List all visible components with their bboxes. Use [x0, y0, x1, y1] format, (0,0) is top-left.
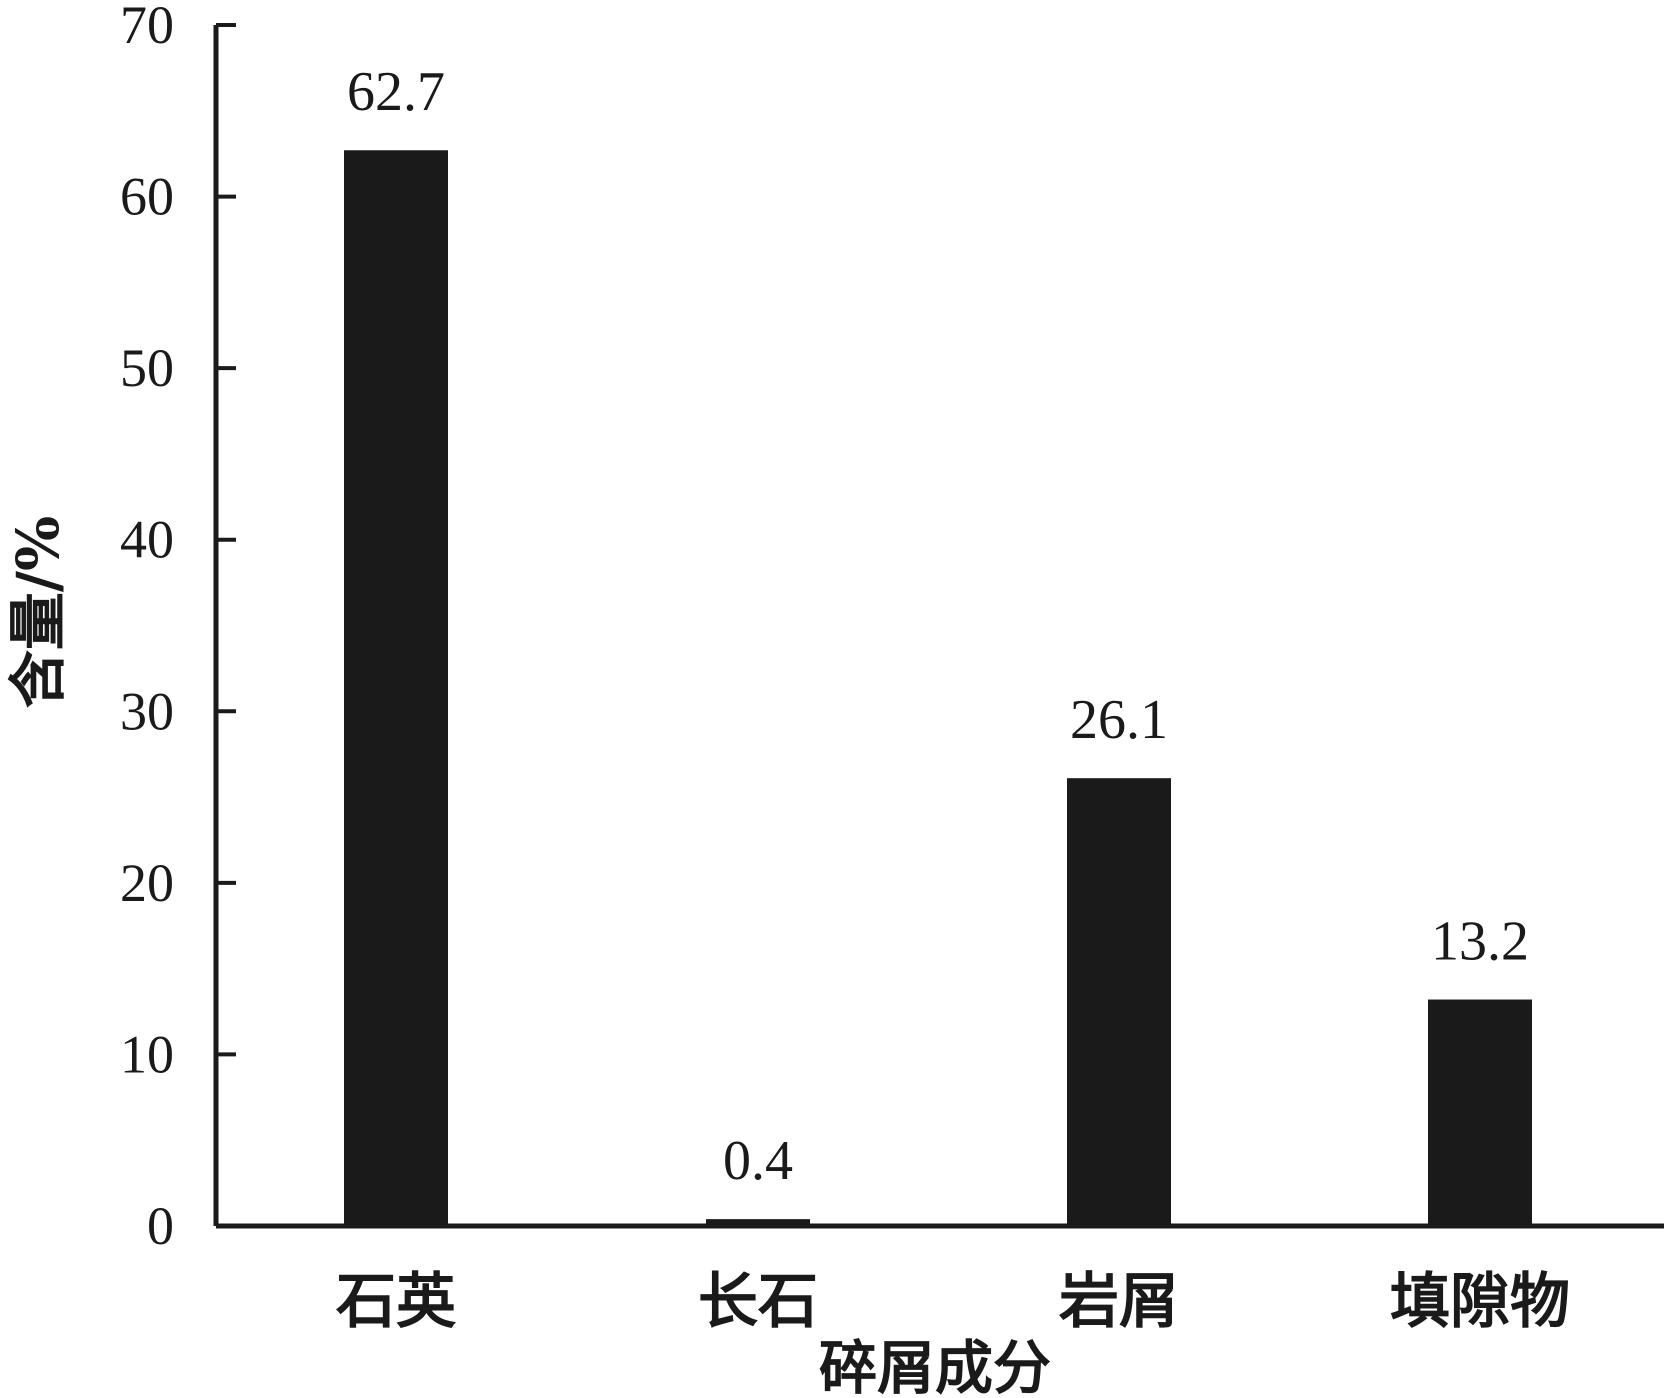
bar-value-label: 26.1	[1070, 689, 1168, 751]
x-category-label: 长石	[698, 1267, 818, 1337]
y-tick-label: 40	[120, 510, 174, 570]
bar	[706, 1219, 810, 1226]
x-category-label: 石英	[336, 1267, 457, 1337]
y-tick-label: 70	[120, 0, 174, 55]
x-axis-title: 碎屑成分	[819, 1334, 1051, 1398]
bar-value-label: 0.4	[723, 1130, 793, 1192]
y-tick-label: 30	[120, 681, 174, 741]
y-tick-label: 20	[120, 853, 174, 913]
y-axis-title: 含量/%	[4, 516, 72, 708]
y-tick-label: 50	[120, 338, 174, 398]
y-tick-label: 0	[147, 1196, 174, 1256]
x-category-label: 岩屑	[1058, 1267, 1179, 1337]
bar	[1428, 999, 1532, 1226]
y-tick-label: 60	[120, 167, 174, 227]
y-tick-label: 10	[120, 1024, 174, 1084]
bar	[344, 150, 448, 1226]
bar-value-label: 13.2	[1431, 911, 1529, 973]
bar	[1067, 778, 1171, 1226]
bars-group	[344, 150, 1532, 1226]
x-category-labels: 石英 长石 岩屑 填隙物	[336, 1267, 1570, 1337]
y-axis-ticks: 0 10 20 30 40 50 60 70	[120, 0, 236, 1256]
x-category-label: 填隙物	[1390, 1267, 1570, 1337]
bar-value-label: 62.7	[347, 61, 445, 123]
data-labels-group: 62.7 0.4 26.1 13.2	[347, 61, 1529, 1192]
